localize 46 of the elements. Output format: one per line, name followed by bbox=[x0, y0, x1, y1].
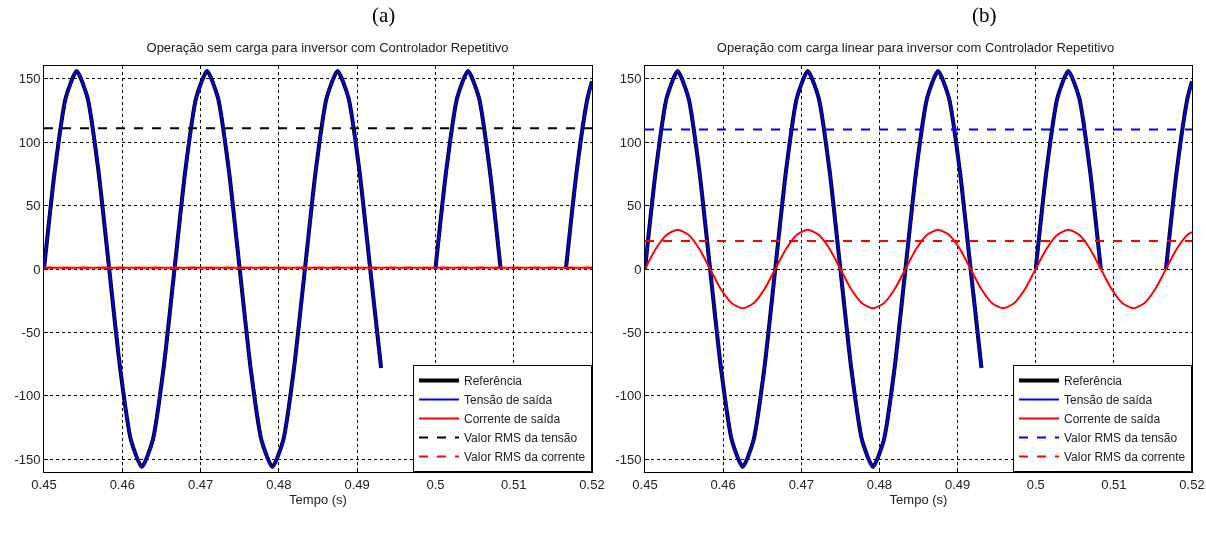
legend-label: Tensão de saída bbox=[464, 393, 553, 408]
y-tick-label: -150 bbox=[14, 451, 41, 467]
legend-label: Corrente de saída bbox=[464, 412, 561, 427]
x-tick-label: 0.52 bbox=[1179, 476, 1205, 492]
y-tick-label: 50 bbox=[25, 198, 41, 214]
x-axis-title: Tempo (s) bbox=[289, 492, 347, 508]
y-tick-label: 150 bbox=[619, 71, 642, 87]
legend-label: Referência bbox=[464, 374, 523, 389]
y-tick-label: 100 bbox=[619, 134, 642, 150]
legend-label: Valor RMS da tensão bbox=[464, 431, 578, 446]
legend-label: Referência bbox=[1064, 374, 1123, 389]
y-tick-label: -100 bbox=[14, 388, 41, 404]
y-tick-label: -150 bbox=[615, 451, 642, 467]
x-tick-label: 0.46 bbox=[710, 476, 736, 492]
y-tick-label: 0 bbox=[33, 261, 41, 277]
x-tick-label: 0.48 bbox=[266, 476, 292, 492]
x-tick-label: 0.48 bbox=[866, 476, 893, 492]
y-tick-label: -50 bbox=[622, 324, 642, 340]
y-tick-label: 150 bbox=[18, 71, 41, 87]
x-tick-label: 0.5 bbox=[1026, 476, 1045, 492]
text: (b) bbox=[972, 3, 997, 27]
legend-label: Valor RMS da corrente bbox=[464, 450, 586, 465]
x-tick-label: 0.45 bbox=[31, 476, 57, 492]
x-tick-label: 0.51 bbox=[1101, 476, 1127, 492]
y-tick-label: 50 bbox=[626, 198, 642, 214]
legend-label: Valor RMS da corrente bbox=[1064, 450, 1186, 465]
x-tick-label: 0.47 bbox=[788, 476, 814, 492]
chart-title: Operação com carga linear para inversor com Controlador Repetitivo bbox=[716, 39, 1115, 55]
x-tick-label: 0.49 bbox=[344, 476, 370, 492]
y-tick-label: -50 bbox=[21, 324, 41, 340]
chart-title: Operação sem carga para inversor com Controlador Repetitivo bbox=[146, 39, 509, 55]
x-tick-label: 0.5 bbox=[426, 476, 445, 492]
x-tick-label: 0.51 bbox=[501, 476, 527, 492]
y-tick-label: 0 bbox=[634, 261, 642, 277]
legend-label: Corrente de saída bbox=[1064, 412, 1161, 427]
x-tick-label: 0.45 bbox=[632, 476, 658, 492]
y-tick-label: 100 bbox=[18, 134, 41, 150]
x-tick-label: 0.46 bbox=[109, 476, 135, 492]
legend-label: Valor RMS da tensão bbox=[1064, 431, 1178, 446]
x-tick-label: 0.47 bbox=[187, 476, 214, 492]
legend-label: Tensão de saída bbox=[1064, 393, 1153, 408]
x-axis-title: Tempo (s) bbox=[889, 492, 948, 508]
text: (a) bbox=[372, 3, 396, 27]
x-tick-label: 0.52 bbox=[579, 476, 605, 492]
x-tick-label: 0.49 bbox=[944, 476, 971, 492]
y-tick-label: -100 bbox=[615, 388, 642, 404]
